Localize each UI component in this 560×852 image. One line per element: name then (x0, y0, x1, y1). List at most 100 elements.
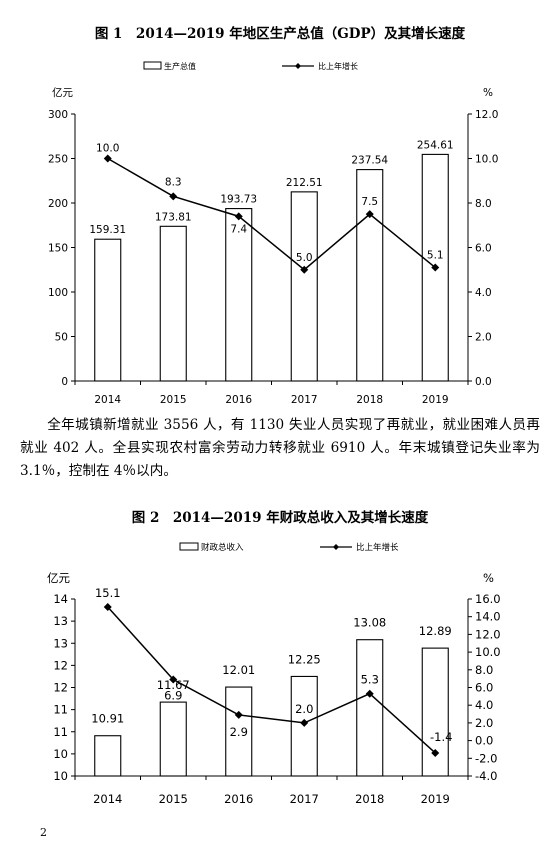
fig2-y-left-tick-label: 14 (53, 592, 68, 606)
fig1-line-point (103, 154, 112, 163)
fig1-line-data-label: 5.1 (427, 250, 444, 262)
fig2-bar-data-label: 10.91 (91, 712, 124, 726)
fig2-line-data-label: 5.3 (361, 673, 379, 687)
fig2-y-left-tick-label: 12 (53, 681, 68, 695)
fig1-y-right-tick-label: 4.0 (475, 287, 492, 299)
fig2-bar (159, 701, 187, 777)
fig1-y-right-tick-label: 6.0 (475, 243, 492, 255)
fig2-y-left-tick-label: 12 (53, 658, 68, 672)
fig2-line-data-label: 6.9 (164, 689, 182, 703)
fig1-x-tick-label: 2014 (94, 394, 121, 406)
fig2-y-left-tick-label: 13 (53, 636, 68, 650)
fig1-y-left-tick-label: 0 (61, 376, 68, 388)
fig1-y-right-tick-label: 8.0 (475, 198, 492, 210)
fig2-y-right-tick-label: 4.0 (475, 698, 493, 712)
fig1-bar (356, 169, 384, 382)
fig1-y-left-tick-label: 200 (48, 198, 68, 210)
figure2-title: 图 2 2014—2019 年财政总收入及其增长速度 (131, 510, 429, 526)
fig2-line-point (103, 602, 112, 611)
fig1-legend-bar-label: 生产总值 (164, 61, 196, 71)
fig1-bar (421, 153, 449, 382)
fig2-x-tick-label: 2019 (421, 792, 450, 806)
fig2-bar-data-label: 12.89 (419, 624, 452, 638)
fig1-line-point (300, 265, 309, 274)
fig2-y-right-tick-label: -2.0 (475, 751, 497, 765)
fig1-line-point (234, 212, 243, 221)
fig2-y-right-tick-label: 12.0 (475, 627, 501, 641)
fig2-legend-line-label: 比上年增长 (356, 542, 399, 553)
fig2-y-right-tick-label: 10.0 (475, 645, 501, 659)
fig1-bar-data-label: 212.51 (286, 177, 323, 189)
fig2-y-left-unit: 亿元 (47, 571, 70, 585)
fig2-line-data-label: 2.0 (295, 702, 313, 716)
page-number: 2 (40, 826, 47, 839)
fig2-line-point (300, 718, 309, 727)
fig1-x-tick-label: 2019 (422, 394, 449, 406)
fig1-bar-data-label: 237.54 (351, 155, 388, 167)
fig2-growth-line (107, 606, 436, 754)
fig1-bar-data-label: 173.81 (155, 211, 192, 223)
fig1-bar (225, 208, 253, 382)
fig1-x-tick-label: 2016 (225, 394, 252, 406)
fig1-y-left-tick-label: 100 (48, 287, 68, 299)
fig2-bar-data-label: 13.08 (353, 616, 386, 630)
fig2-y-left-tick-label: 10 (53, 769, 68, 783)
fig2-legend-line-marker (333, 544, 339, 550)
fig2-line-data-label: 15.1 (95, 586, 121, 600)
fig2-bar (225, 686, 253, 777)
fig1-bar-data-label: 254.61 (417, 139, 454, 151)
fig1-y-right-tick-label: 0.0 (475, 376, 492, 388)
fig2-x-tick-label: 2018 (355, 792, 384, 806)
fig1-x-tick-label: 2015 (160, 394, 187, 406)
fig2-line-point (234, 710, 243, 719)
fig1-bar (290, 191, 318, 382)
fig1-x-tick-label: 2017 (291, 394, 318, 406)
fig1-legend-bar-swatch (143, 61, 162, 70)
fig1-y-right-tick-label: 10.0 (475, 154, 498, 166)
fig2-line-point (169, 675, 178, 684)
fig2-bar-data-label: 11.67 (157, 678, 190, 692)
fig2-legend-bar-swatch (179, 542, 199, 551)
fig2-y-left-tick-label: 10 (53, 747, 68, 761)
fig2-line-point (431, 748, 440, 757)
fig1-line-data-label: 7.5 (361, 196, 378, 208)
fig1-y-left-tick-label: 150 (48, 243, 68, 255)
fig1-y-left-tick-label: 300 (48, 109, 68, 121)
fig2-y-right-tick-label: 2.0 (475, 716, 493, 730)
fig2-legend-bar-label: 财政总收入 (201, 542, 244, 553)
fig2-bar-data-label: 12.25 (288, 652, 321, 666)
fig1-line-data-label: 7.4 (230, 223, 247, 235)
fig2-bar (94, 735, 122, 777)
fig2-y-left-tick-label: 11 (53, 703, 68, 717)
fig2-y-left-tick-label: 13 (53, 614, 68, 628)
fig2-bar-data-label: 12.01 (222, 663, 255, 677)
fig1-line-point (169, 192, 178, 201)
fig2-y-right-tick-label: 8.0 (475, 663, 493, 677)
fig1-y-right-unit: % (483, 87, 493, 99)
fig2-line-data-label: 2.9 (230, 725, 248, 739)
fig1-line-data-label: 10.0 (96, 143, 119, 155)
fig2-y-right-tick-label: 6.0 (475, 681, 493, 695)
fig1-y-left-unit: 亿元 (52, 86, 73, 99)
fig1-bar-data-label: 159.31 (89, 224, 126, 236)
fig1-line-point (365, 210, 374, 219)
fig1-growth-line (107, 157, 436, 271)
fig1-line-data-label: 5.0 (296, 252, 313, 264)
fig2-line-data-label: -1.4 (430, 730, 452, 744)
fig2-y-right-tick-label: 16.0 (475, 592, 501, 606)
figure1-title: 图 1 2014—2019 年地区生产总值（GDP）及其增长速度 (94, 26, 466, 42)
fig1-bar (94, 238, 122, 382)
fig2-bar (356, 639, 384, 777)
fig1-legend-line-marker (295, 63, 301, 69)
fig1-y-right-tick-label: 12.0 (475, 109, 498, 121)
fig1-line-data-label: 8.3 (165, 176, 182, 188)
fig2-x-tick-label: 2015 (159, 792, 188, 806)
fig1-bar (159, 225, 187, 382)
fig1-legend-line-label: 比上年增长 (318, 61, 358, 71)
fig2-x-tick-label: 2016 (224, 792, 253, 806)
fig1-x-tick-label: 2018 (356, 394, 383, 406)
fig2-x-tick-label: 2017 (290, 792, 319, 806)
fig2-y-left-tick-label: 11 (53, 725, 68, 739)
